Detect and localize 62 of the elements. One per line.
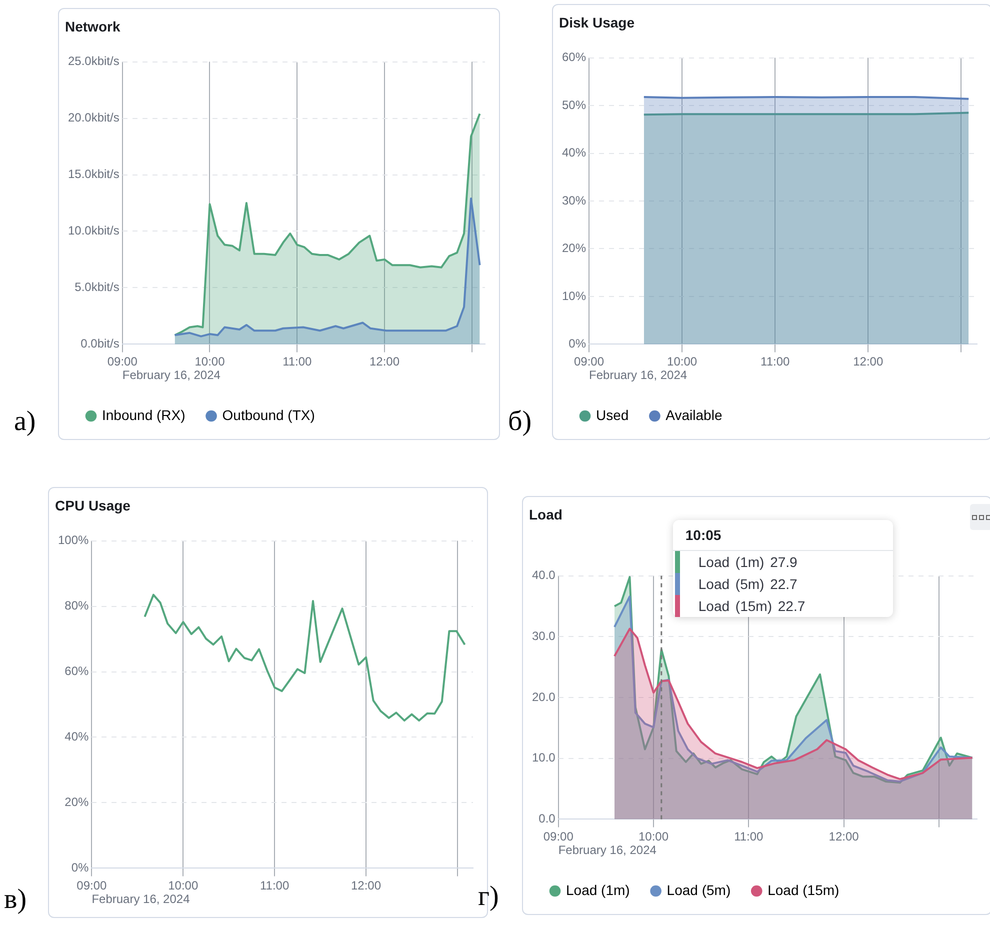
x-tick-label: 09:00: [107, 354, 138, 369]
y-tick-label: 20.0kbit/s: [68, 110, 120, 125]
x-tick-label: 10:00: [168, 878, 198, 893]
chart-title: Network: [65, 18, 120, 34]
text: г): [478, 881, 499, 913]
x-tick-label: 09:00: [543, 830, 574, 844]
text: б): [508, 406, 532, 438]
y-tick-label: 80%: [64, 598, 90, 613]
text: а): [14, 406, 36, 438]
x-tick-label: 11:00: [282, 354, 312, 369]
chart-title: CPU Usage: [55, 497, 131, 514]
y-tick-label: 15.0kbit/s: [68, 167, 120, 182]
y-tick-label: 100%: [58, 533, 90, 548]
y-tick-label: 0%: [568, 336, 586, 351]
text: в): [4, 884, 27, 916]
y-tick-label: 30%: [562, 193, 586, 208]
tooltip-card: 10:05 Load (1m) 27.9 Load (5m) 22.7 Load (15m) 22.7: [673, 520, 894, 617]
y-tick-label: 0%: [71, 860, 90, 875]
y-tick-label: 40.0: [532, 568, 556, 582]
x-tick-label: 11:00: [760, 354, 790, 369]
legend-label: Load (5m): [666, 882, 731, 898]
y-tick-label: 40%: [64, 730, 90, 744]
x-tick-label: 11:00: [260, 878, 290, 893]
legend-label: Load (1m): [566, 882, 630, 898]
y-tick-label: 40%: [562, 146, 586, 160]
x-tick-label: 11:00: [734, 830, 764, 844]
x-axis-title: February 16, 2024: [558, 843, 657, 858]
y-tick-label: 50%: [562, 98, 586, 112]
chart-title: Load: [529, 506, 562, 522]
annotation: Load (5m) 22.7: [698, 576, 798, 592]
legend-label: Outbound (TX): [222, 406, 315, 423]
annotation: Load (15m) 22.7: [698, 598, 806, 614]
x-tick-label: 09:00: [76, 878, 108, 893]
y-tick-label: 10.0: [532, 750, 556, 765]
x-tick-label: 09:00: [574, 354, 604, 369]
y-tick-label: 30.0: [532, 628, 556, 643]
y-tick-label: 0.0bit/s: [80, 336, 120, 351]
y-tick-label: 60%: [562, 50, 586, 64]
y-tick-label: 10.0kbit/s: [68, 224, 120, 238]
x-axis-title: February 16, 2024: [122, 368, 221, 382]
y-tick-label: 25.0kbit/s: [68, 54, 120, 68]
y-tick-label: 10%: [562, 288, 586, 303]
chart-title: Disk Usage: [559, 14, 635, 30]
y-tick-label: 5.0kbit/s: [74, 280, 120, 294]
legend-label: Used: [596, 406, 629, 423]
y-tick-label: 20%: [64, 795, 90, 810]
x-tick-label: 12:00: [351, 878, 382, 893]
legend-label: Load (15m): [768, 882, 840, 898]
x-axis-title: February 16, 2024: [92, 892, 190, 906]
y-tick-label: 60%: [64, 664, 90, 678]
x-tick-label: 10:00: [667, 354, 698, 369]
x-tick-label: 10:00: [638, 830, 669, 844]
y-tick-label: 20.0: [532, 690, 556, 704]
y-tick-label: 20%: [562, 241, 586, 256]
y-tick-label: 0.0: [538, 812, 556, 826]
x-tick-label: 12:00: [828, 830, 860, 844]
x-tick-label: 12:00: [369, 354, 400, 369]
legend-label: Inbound (RX): [102, 406, 186, 423]
x-axis-title: February 16, 2024: [589, 368, 688, 382]
x-tick-label: 12:00: [853, 354, 884, 369]
x-tick-label: 10:00: [194, 354, 226, 369]
legend-label: Available: [666, 406, 722, 423]
